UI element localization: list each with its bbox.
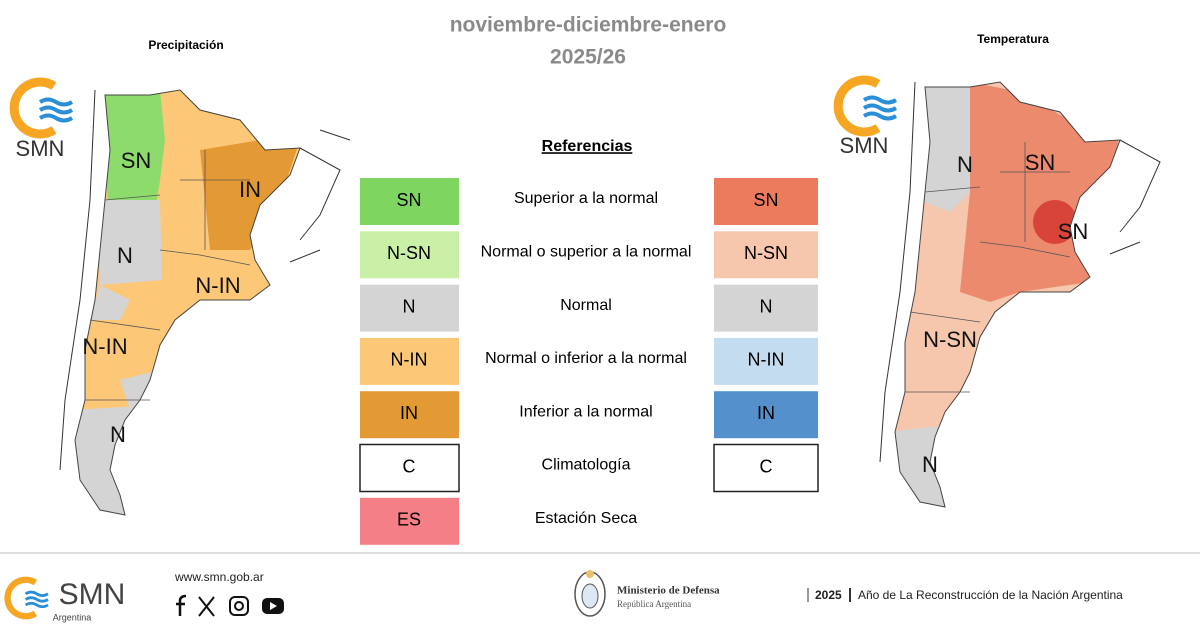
logo xyxy=(14,82,72,134)
map-label: N xyxy=(957,152,973,177)
legend-text: Inferior a la normal xyxy=(519,403,652,420)
legend-swatch xyxy=(360,337,459,385)
social-icons[interactable] xyxy=(176,594,284,617)
map-label: SN xyxy=(1025,150,1056,175)
legend-text: Normal o inferior a la normal xyxy=(485,350,687,367)
legend-swatch xyxy=(713,443,819,493)
legend-code: N xyxy=(760,296,773,316)
legend-title: Referencias xyxy=(542,138,633,155)
republic: República Argentina xyxy=(617,599,691,609)
footer-logo xyxy=(8,580,48,616)
legend-code: C xyxy=(760,456,773,476)
footer-logo-sub: Argentina xyxy=(53,612,92,622)
legend-code: N-SN xyxy=(387,243,431,263)
map-label: N-SN xyxy=(923,327,977,352)
title: noviembre-diciembre-enero xyxy=(450,14,727,37)
legend-swatch xyxy=(714,337,818,385)
legend-code: IN xyxy=(400,403,418,423)
legend-swatch xyxy=(714,231,818,279)
map-label: SN xyxy=(1058,219,1089,244)
legend-swatch xyxy=(360,391,459,439)
legend-swatch xyxy=(359,443,460,493)
precipitation-map: Precipitación SMN SN N IN N-IN N-IN N xyxy=(14,38,351,516)
legend-swatch xyxy=(714,284,818,332)
legend-swatch xyxy=(360,284,459,332)
ministry: Ministerio de Defensa xyxy=(617,585,720,597)
map-label: SN xyxy=(121,148,152,173)
map-label: N-IN xyxy=(195,273,240,298)
map-label: N xyxy=(922,452,938,477)
logo-text: SMN xyxy=(840,133,889,158)
subtitle: 2025/26 xyxy=(550,46,626,69)
footer-logo-text: SMN xyxy=(59,578,126,611)
map-label: N xyxy=(117,243,133,268)
legend-text: Normal xyxy=(560,297,612,314)
legend-text: Normal o superior a la normal xyxy=(481,244,692,261)
legend-swatch xyxy=(714,391,818,439)
map-label: N-IN xyxy=(82,334,127,359)
legend-code: N-SN xyxy=(744,243,788,263)
legend-code: C xyxy=(403,456,416,476)
legend-code: N xyxy=(403,296,416,316)
legend-code: N-IN xyxy=(391,350,428,370)
map-title: Precipitación xyxy=(148,38,223,52)
legend-swatch xyxy=(360,178,459,225)
logo-text: SMN xyxy=(16,136,65,161)
legend-swatch xyxy=(360,497,459,545)
legend-text: Superior a la normal xyxy=(514,190,658,207)
coat-of-arms xyxy=(574,570,606,617)
legend-code: ES xyxy=(397,510,421,530)
logo xyxy=(838,80,896,132)
legend-code: SN xyxy=(396,190,421,210)
motto: Año de La Reconstrucción de la Nación Ar… xyxy=(858,588,1123,602)
legend-text: Estación Seca xyxy=(535,510,637,527)
map-title: Temperatura xyxy=(977,32,1049,46)
year: 2025 xyxy=(815,588,842,602)
legend-code: SN xyxy=(753,190,778,210)
map-label: IN xyxy=(239,177,261,202)
temperature-map: Temperatura SMN N SN SN N-SN N xyxy=(838,32,1161,508)
legend-code: N-IN xyxy=(748,350,785,370)
map-label: N xyxy=(110,422,126,447)
legend: SN Superior a la normal SN N-SN Normal o sup… xyxy=(359,178,819,545)
legend-swatch xyxy=(714,178,818,225)
legend-text: Climatología xyxy=(542,457,631,474)
website: www.smn.gob.ar xyxy=(174,570,264,584)
legend-swatch xyxy=(360,231,459,279)
legend-code: IN xyxy=(757,403,775,423)
